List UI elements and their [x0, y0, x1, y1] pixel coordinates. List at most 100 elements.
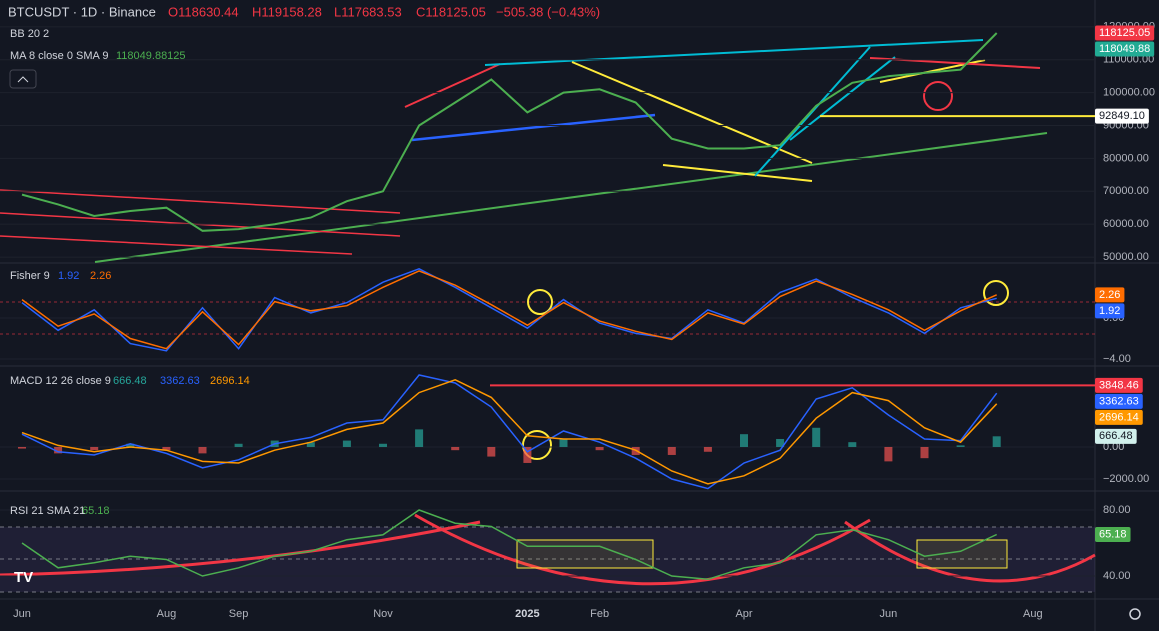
circle — [983, 280, 1009, 306]
price-tag — [1095, 25, 1155, 41]
arc — [0, 520, 481, 577]
price-tag — [1095, 526, 1131, 542]
histogram-bar — [90, 446, 99, 451]
price-tag-label: 1.92 — [1099, 305, 1120, 317]
y-tick-label: 60000.00 — [1103, 218, 1149, 230]
histogram-bar — [740, 434, 748, 447]
change: −505.38 (−0.43%) — [496, 4, 600, 19]
trendline — [662, 164, 813, 182]
x-tick-label: Jun — [880, 608, 898, 620]
histogram-bar — [776, 438, 785, 447]
histogram-bar — [415, 429, 424, 447]
trendline — [789, 56, 896, 141]
open: O118630.44 — [168, 4, 239, 19]
histogram-bar — [523, 446, 532, 463]
y-tick-label: −2000.00 — [1103, 473, 1149, 485]
y-tick-label: 100000.00 — [1103, 87, 1155, 99]
logo: TV — [14, 569, 33, 586]
histogram-bar — [992, 436, 1001, 447]
series-line — [21, 32, 998, 232]
trendline — [484, 39, 984, 66]
y-tick-label: 0.00 — [1103, 441, 1124, 453]
histogram-bar — [18, 446, 26, 449]
y-tick-label: 50000.00 — [1103, 251, 1149, 263]
histogram-bar — [956, 445, 965, 447]
histogram-bar — [667, 446, 676, 455]
price-tag-label: 3362.63 — [1099, 395, 1139, 407]
price-tag — [1095, 393, 1143, 409]
ma-value: 118049.88125 — [116, 50, 186, 62]
arc — [414, 513, 871, 586]
histogram-bar — [162, 446, 171, 451]
box — [916, 539, 1008, 569]
legend-value: 2.26 — [90, 270, 111, 282]
settings-icon[interactable] — [1129, 608, 1141, 620]
price-tag — [1095, 108, 1149, 124]
y-tick-label: 40.00 — [1103, 570, 1131, 582]
series-line — [21, 270, 998, 350]
x-tick-label: Nov — [373, 608, 393, 620]
pane-title: MACD 12 26 close 9 — [10, 375, 111, 387]
price-tag — [1095, 377, 1143, 393]
histogram-bar — [451, 446, 460, 451]
circle — [923, 81, 953, 111]
price-tag — [1095, 287, 1125, 303]
trendline — [0, 235, 353, 255]
legend-value: 666.48 — [113, 375, 147, 387]
bb-label: BB 20 2 — [10, 28, 49, 40]
price-tag-label: 118049.88 — [1099, 43, 1150, 55]
series-line — [21, 374, 998, 490]
trendline — [754, 46, 871, 177]
histogram-bar — [234, 443, 243, 447]
price-tag-label: 2.26 — [1099, 289, 1120, 301]
x-tick-label: Aug — [157, 608, 177, 620]
x-tick-label: Aug — [1023, 608, 1043, 620]
trendline — [94, 132, 1048, 263]
y-tick-label: −4.00 — [1103, 353, 1131, 365]
box — [516, 539, 654, 569]
pane-title: Fisher 9 — [10, 270, 50, 282]
histogram-bar — [487, 446, 496, 457]
price-tag — [1095, 303, 1125, 319]
y-tick-label: 70000.00 — [1103, 185, 1149, 197]
trendline — [0, 189, 401, 214]
collapse-icon — [17, 76, 29, 83]
histogram-bar — [126, 443, 135, 447]
circle — [527, 289, 553, 315]
ma-label: MA 8 close 0 SMA 9 — [10, 50, 108, 62]
y-tick-label: 80000.00 — [1103, 152, 1149, 164]
histogram-bar — [342, 440, 351, 447]
arc — [844, 520, 1096, 583]
close: C118125.05 — [416, 4, 486, 19]
price-tag-label: 666.48 — [1099, 430, 1133, 442]
low: L117683.53 — [334, 4, 402, 19]
legend-value: 1.92 — [58, 270, 79, 282]
trendline — [404, 63, 501, 108]
histogram-bar — [54, 446, 63, 454]
symbol: BTCUSDT · 1D · Binance — [8, 4, 156, 19]
collapse-button[interactable] — [9, 69, 37, 89]
price-tag-label: 2696.14 — [1099, 411, 1139, 423]
histogram-bar — [379, 443, 387, 447]
plot: 50000.0060000.0070000.0080000.0090000.00… — [0, 21, 1155, 620]
rsi-levels — [0, 526, 1095, 593]
histogram-bar — [703, 446, 712, 452]
histogram-bar — [559, 438, 568, 447]
price-tag — [1095, 41, 1155, 57]
price-tag — [1095, 428, 1137, 444]
histogram-bar — [595, 446, 604, 451]
histogram-bar — [812, 427, 821, 447]
x-tick-label: 2025 — [515, 608, 539, 620]
x-tick-label: Sep — [229, 608, 249, 620]
high: H119158.28 — [252, 4, 322, 19]
x-tick-label: Jun — [13, 608, 31, 620]
legend-value: 3362.63 — [160, 375, 200, 387]
x-tick-label: Feb — [590, 608, 609, 620]
price-tag-label: 118125.05 — [1099, 27, 1150, 39]
x-tick-label: Apr — [735, 608, 752, 620]
pane-title: RSI 21 SMA 21 — [10, 505, 85, 517]
histogram-bar — [848, 442, 857, 447]
